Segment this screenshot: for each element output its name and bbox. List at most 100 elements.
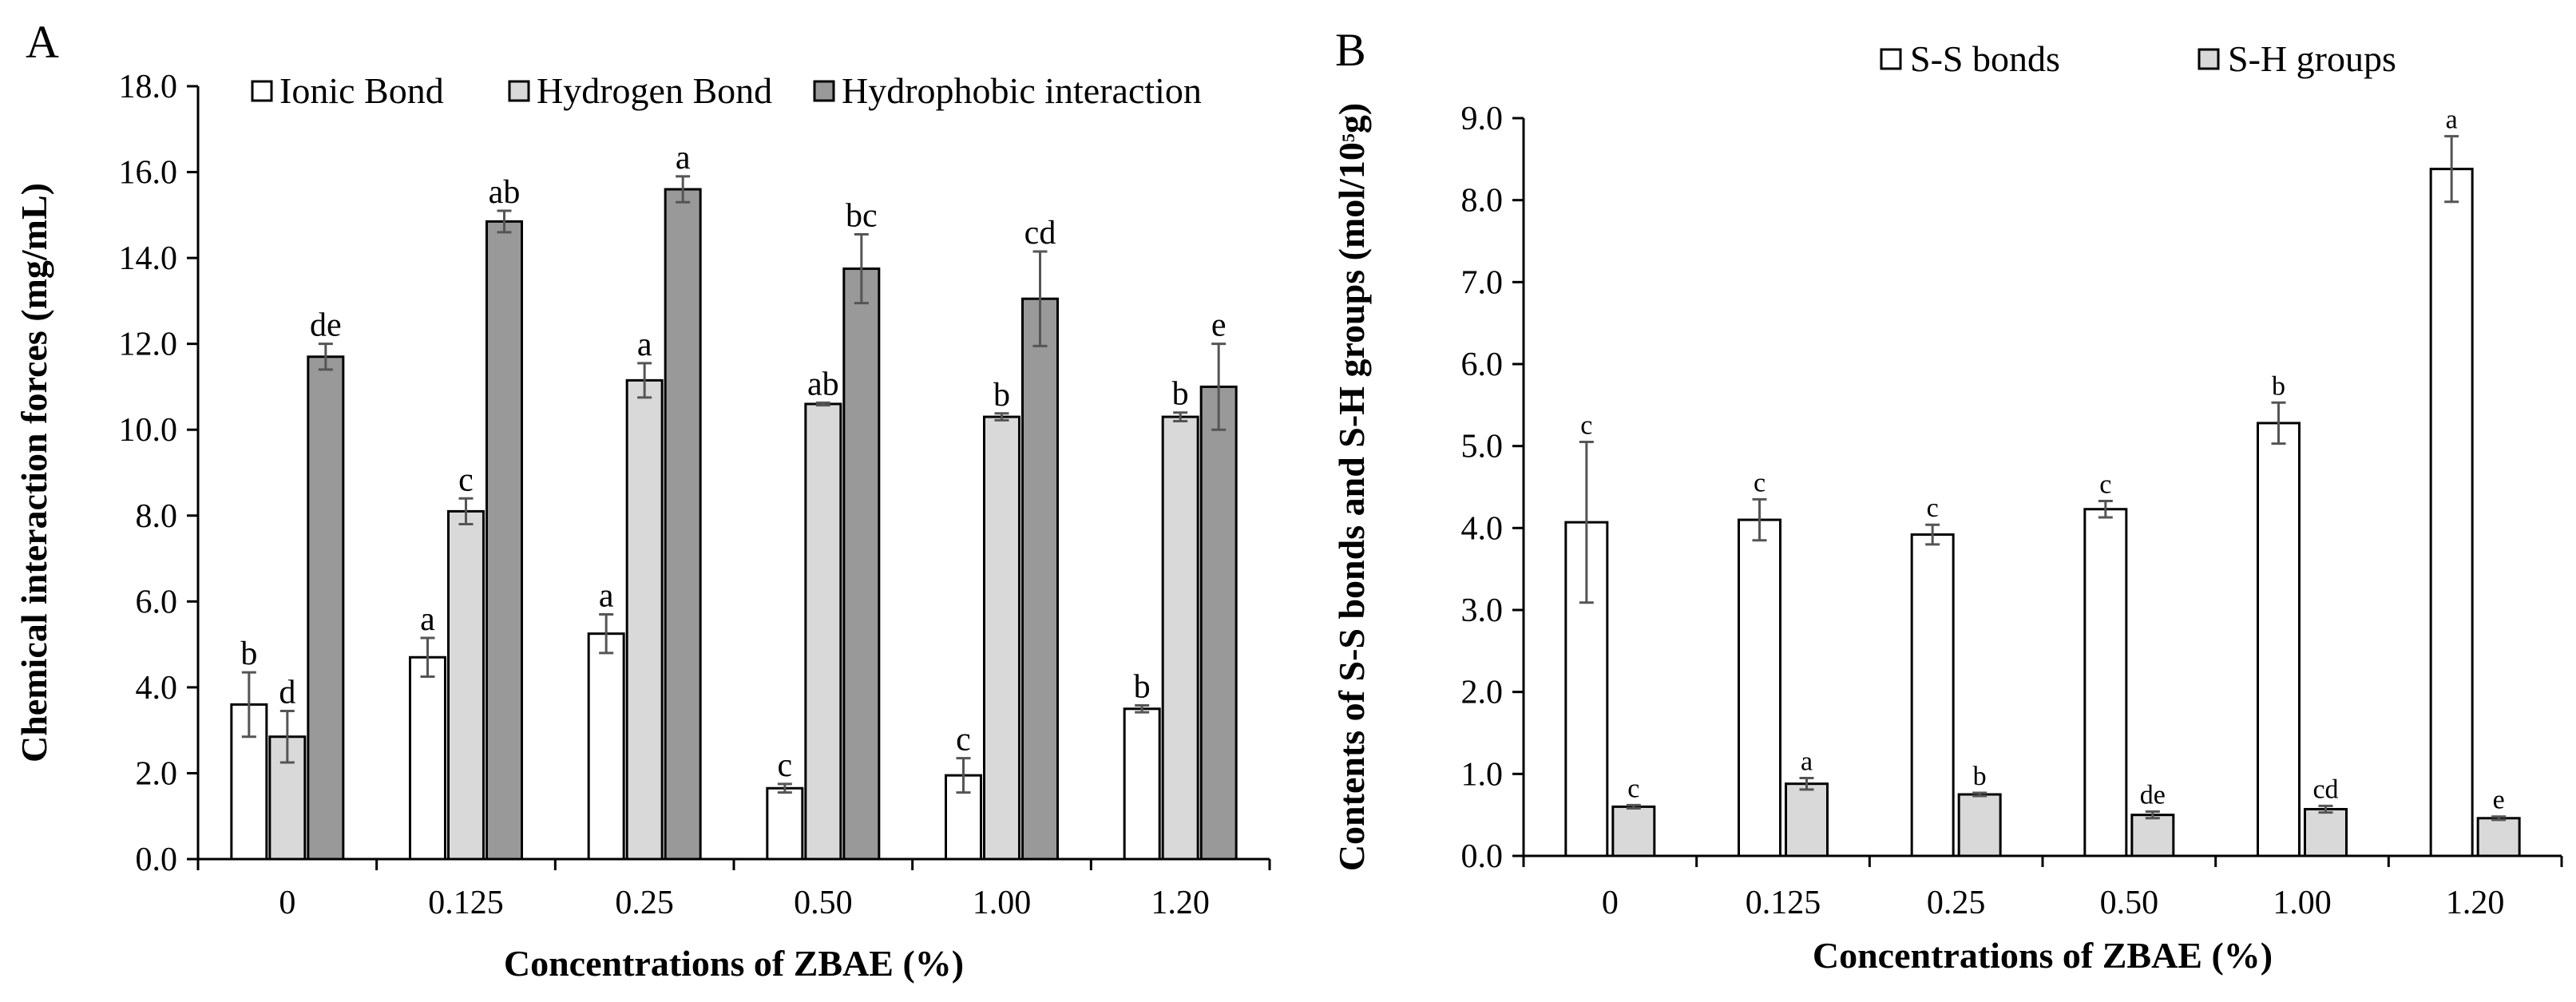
legend-label: S-H groups xyxy=(2228,38,2396,79)
bar xyxy=(1021,297,1059,861)
y-tick-label: 0.0 xyxy=(136,842,178,878)
bar xyxy=(307,355,345,861)
bar xyxy=(804,402,842,861)
bar xyxy=(766,786,804,861)
y-tick-label: 18.0 xyxy=(119,69,178,105)
y-tick-label: 6.0 xyxy=(1461,347,1504,383)
significance-label: a xyxy=(1801,747,1813,776)
bar xyxy=(2304,807,2348,857)
x-tick-label: 0.125 xyxy=(428,885,504,921)
legend-label: Ionic Bond xyxy=(279,70,444,111)
significance-label: de xyxy=(2140,781,2166,810)
y-tick-label: 9.0 xyxy=(1461,101,1504,137)
x-tick-label: 1.00 xyxy=(973,885,1032,921)
y-tick-label: 2.0 xyxy=(1461,675,1504,711)
y-axis-title-end: g) xyxy=(1331,103,1372,133)
legend-swatch xyxy=(2198,48,2220,70)
x-tick-label: 0.125 xyxy=(1746,885,1821,921)
legend-swatch xyxy=(1880,48,1902,70)
significance-label: bc xyxy=(846,198,878,235)
panel-b-label: B xyxy=(1335,24,1366,76)
legend-swatch xyxy=(508,80,530,102)
significance-label: ab xyxy=(807,366,839,402)
significance-label: c xyxy=(956,722,971,758)
significance-label: ab xyxy=(489,174,521,211)
significance-label: c xyxy=(1927,493,1939,523)
significance-label: b xyxy=(1973,762,1987,791)
legend-label: S-S bonds xyxy=(1910,38,2060,79)
significance-label: b xyxy=(240,636,257,672)
y-tick-label: 12.0 xyxy=(119,327,178,363)
significance-label: c xyxy=(1754,468,1766,497)
bar xyxy=(485,220,523,861)
bar xyxy=(842,267,881,861)
x-tick-label: 0 xyxy=(279,885,295,921)
significance-label: b xyxy=(1172,376,1189,413)
y-axis-title: Chemical interaction forces (mg/mL) xyxy=(14,183,54,762)
x-axis-title: Concentrations of ZBAE (%) xyxy=(504,943,964,984)
significance-label: c xyxy=(458,461,474,498)
x-tick-label: 0.25 xyxy=(615,885,674,921)
significance-label: e xyxy=(2493,786,2505,815)
panel-a-chart: A 0.02.04.06.08.010.012.014.016.018.0bdd… xyxy=(14,16,1271,984)
significance-label: c xyxy=(2099,469,2111,499)
significance-label: cd xyxy=(2312,774,2338,804)
significance-label: e xyxy=(1211,307,1227,344)
significance-label: d xyxy=(279,674,295,711)
y-tick-label: 8.0 xyxy=(136,498,178,535)
x-tick-label: 1.20 xyxy=(1151,885,1210,921)
legend-label: Hydrogen Bond xyxy=(537,70,772,111)
legend-label: Hydrophobic interaction xyxy=(842,70,1202,111)
y-axis-title-main: Contents of S-S bonds and S-H groups (mo… xyxy=(1331,142,1372,871)
y-tick-label: 0.0 xyxy=(1461,838,1504,875)
bar xyxy=(2476,817,2521,857)
x-tick-label: 0.50 xyxy=(794,885,853,921)
bar xyxy=(2257,422,2301,857)
x-tick-label: 0.25 xyxy=(1927,885,1986,921)
significance-label: c xyxy=(1627,774,1639,803)
bar xyxy=(625,378,664,861)
significance-label: b xyxy=(2272,371,2285,401)
significance-label: a xyxy=(2446,105,2458,135)
x-tick-label: 1.00 xyxy=(2273,885,2332,921)
y-tick-label: 14.0 xyxy=(119,240,178,277)
y-tick-label: 2.0 xyxy=(136,755,178,792)
y-axis-title-superscript: 5 xyxy=(1338,133,1358,142)
significance-label: b xyxy=(993,377,1010,414)
y-tick-label: 16.0 xyxy=(119,155,178,192)
bar xyxy=(1611,805,1656,857)
bar xyxy=(1738,518,1781,857)
y-axis-title: Contents of S-S bonds and S-H groups (mo… xyxy=(1331,103,1372,871)
bar xyxy=(983,415,1020,861)
bar xyxy=(587,632,625,861)
bar xyxy=(2083,508,2128,857)
x-tick-label: 0.50 xyxy=(2100,885,2159,921)
y-tick-label: 3.0 xyxy=(1461,592,1504,629)
significance-label: a xyxy=(637,327,652,363)
y-tick-label: 4.0 xyxy=(1461,510,1504,547)
y-tick-label: 6.0 xyxy=(136,584,178,620)
y-tick-label: 4.0 xyxy=(136,670,178,707)
panel-b-chart: B 0.0 1.0 2.0 3.0 4.0 5.0 6.0 7.0 8.0 9.0 c c 0 c a 0.1… xyxy=(1331,24,2563,976)
bar xyxy=(1957,793,2002,857)
bar xyxy=(447,509,485,861)
significance-label: cd xyxy=(1024,215,1056,251)
x-axis-title: Concentrations of ZBAE (%) xyxy=(1813,935,2273,976)
y-tick-label: 7.0 xyxy=(1461,264,1504,301)
bar xyxy=(409,655,446,861)
bar xyxy=(664,188,702,861)
y-tick-label: 5.0 xyxy=(1461,429,1504,465)
significance-label: c xyxy=(778,747,793,784)
significance-label: b xyxy=(1134,668,1151,705)
bar xyxy=(1785,782,1829,857)
y-tick-label: 8.0 xyxy=(1461,183,1504,220)
bar xyxy=(2130,814,2175,857)
bar xyxy=(1123,707,1161,861)
x-tick-label: 1.20 xyxy=(2446,885,2505,921)
bar xyxy=(1199,385,1238,861)
legend-swatch xyxy=(251,80,273,102)
bar xyxy=(1910,533,1955,857)
x-tick-label: 0 xyxy=(1602,885,1619,921)
panel-a-label: A xyxy=(26,16,59,68)
